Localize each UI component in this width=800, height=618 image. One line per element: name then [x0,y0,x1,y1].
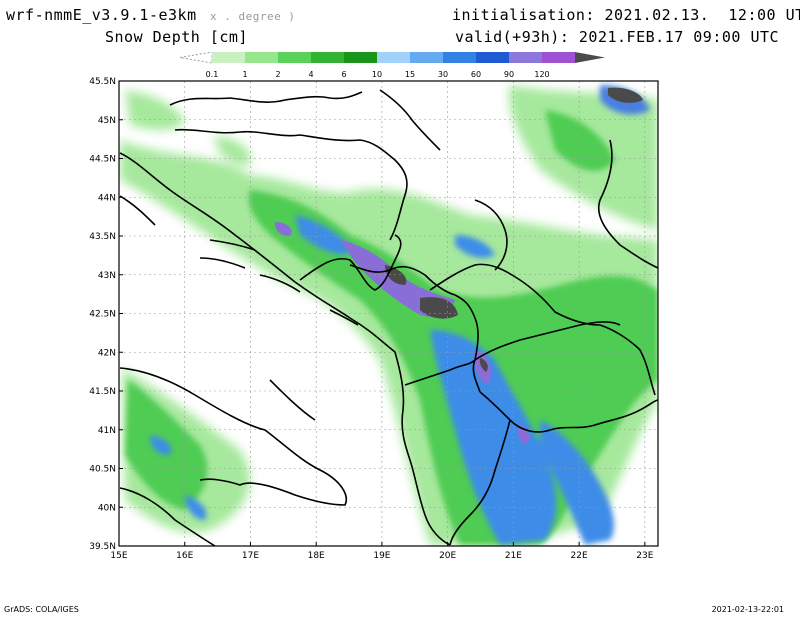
gargano-coast [269,379,316,421]
longitude-tick-label: 23E [636,551,653,561]
border-kosovo-albania [454,294,481,393]
italy-heel-coast [119,367,347,506]
border-serbia-interior [474,199,508,271]
border-macedonia-greece [479,391,658,433]
model-subtitle: x . degree ) [210,10,296,23]
colorbar-swatch [344,52,377,63]
colorbar-label: 1 [242,70,247,79]
colorbar-swatch [311,52,344,63]
latitude-tick-label: 44N [98,193,116,203]
latitude-tick-label: 42N [98,348,116,358]
colorbar-label: 120 [534,70,549,79]
latitude-tick-label: 40.5N [89,465,116,475]
snow-field [120,85,658,545]
border-kosovo-serbia-bulgaria [429,263,656,396]
border-montenegro-serbia [349,264,456,296]
axis-ticks: 45.5N 45N 44.5N 44N 43.5N 43N 42.5N 42N 41.5N 41N… [89,77,654,561]
longitude-tick-label: 21E [505,551,522,561]
border-macedonia-serbia [474,321,621,361]
colorbar-swatch [212,52,245,63]
longitude-tick-label: 16E [176,551,193,561]
colorbar-swatch [410,52,443,63]
latitude-tick-label: 45.5N [89,77,116,87]
initialisation-time: initialisation: 2021.02.13. 12:00 UTC [452,6,800,24]
model-name: wrf-nmmE_v3.9.1-e3km [6,6,197,24]
border-serbia-romania-bulgaria [598,139,658,269]
latitude-tick-label: 45N [98,116,116,126]
longitude-tick-label: 20E [439,551,456,561]
colorbar-swatch [278,52,311,63]
latitude-tick-label: 41N [98,426,116,436]
colorbar-swatch [509,52,542,63]
colorbar-label: 10 [372,70,382,79]
colorbar-swatch [476,52,509,63]
colorbar-label: 2 [275,70,280,79]
colorbar-swatch [443,52,476,63]
latitude-tick-label: 41.5N [89,387,116,397]
border-albania-montenegro [404,359,476,386]
longitude-tick-label: 19E [373,551,390,561]
longitude-tick-label: 15E [110,551,127,561]
colorbar-label: 60 [471,70,481,79]
coastlines-borders [119,89,658,546]
colorbar-overflow [575,52,605,63]
latitude-tick-label: 43.5N [89,232,116,242]
variable-title: Snow Depth [cm] [105,28,248,46]
longitude-tick-label: 22E [571,551,588,561]
colorbar-legend: 0.1 1 2 4 6 10 15 30 60 90 120 [179,51,630,84]
grads-credit: GrADS: COLA/IGES [4,605,79,614]
colorbar-label: 30 [438,70,448,79]
render-timestamp: 2021-02-13-22:01 [711,605,784,614]
longitude-tick-label: 17E [242,551,259,561]
border-croatia-bosnia [174,128,408,241]
colorbar-swatch [245,52,278,63]
colorbar-swatch [377,52,410,63]
colorbar-graphic: 0.1 1 2 4 6 10 15 30 60 90 120 [179,51,605,79]
valid-time: valid(+93h): 2021.FEB.17 09:00 UTC [455,28,780,46]
dalmatian-islands [199,239,359,326]
adriatic-east-coast [119,152,451,546]
colorbar-label: 90 [504,70,514,79]
latitude-tick-label: 44.5N [89,155,116,165]
colorbar-label: 4 [308,70,313,79]
latitude-tick-label: 40N [98,503,116,513]
latitude-tick-label: 39.5N [89,542,116,552]
latitude-tick-label: 43N [98,271,116,281]
calabria-coast [119,487,216,546]
colorbar-label: 15 [405,70,415,79]
colorbar-label: 6 [341,70,346,79]
istria-coast [119,195,156,226]
border-croatia-hungary [169,91,363,106]
longitude-tick-label: 18E [308,551,325,561]
colorbar-label: 0.1 [206,70,219,79]
border-albania-greece [449,419,511,546]
latitude-tick-label: 42.5N [89,310,116,320]
border-montenegro-bosnia [299,234,402,291]
border-serbia-north [379,89,441,151]
colorbar-swatch [542,52,575,63]
